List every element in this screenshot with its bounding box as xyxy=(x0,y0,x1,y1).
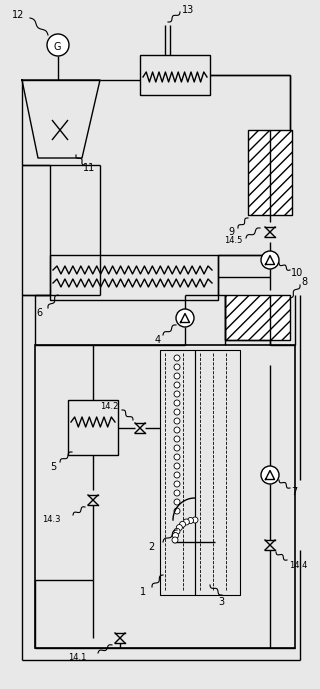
Text: 11: 11 xyxy=(83,163,95,173)
Bar xyxy=(225,295,290,340)
Circle shape xyxy=(174,418,180,424)
Circle shape xyxy=(180,522,186,527)
Text: 14.4: 14.4 xyxy=(289,560,308,570)
Text: 9: 9 xyxy=(228,227,234,237)
Text: G: G xyxy=(54,42,61,52)
Bar xyxy=(160,350,195,595)
Circle shape xyxy=(47,34,69,56)
Circle shape xyxy=(174,436,180,442)
Circle shape xyxy=(172,533,179,539)
Circle shape xyxy=(176,524,182,531)
Bar xyxy=(35,345,295,648)
Text: 12: 12 xyxy=(12,10,24,20)
Text: 14.2: 14.2 xyxy=(100,402,118,411)
Text: 14.3: 14.3 xyxy=(42,515,60,524)
Text: 7: 7 xyxy=(291,487,297,497)
Text: 6: 6 xyxy=(36,308,42,318)
Bar xyxy=(195,350,240,595)
Circle shape xyxy=(174,499,180,505)
Circle shape xyxy=(192,517,198,523)
Circle shape xyxy=(174,427,180,433)
Circle shape xyxy=(183,519,189,525)
Circle shape xyxy=(174,409,180,415)
Circle shape xyxy=(261,251,279,269)
Circle shape xyxy=(261,466,279,484)
Text: 14.1: 14.1 xyxy=(68,652,86,661)
Circle shape xyxy=(174,391,180,397)
Circle shape xyxy=(174,481,180,487)
Circle shape xyxy=(174,400,180,406)
Circle shape xyxy=(174,490,180,496)
Bar xyxy=(50,255,218,300)
Circle shape xyxy=(172,537,178,543)
Text: 5: 5 xyxy=(50,462,56,472)
Circle shape xyxy=(174,454,180,460)
Text: 10: 10 xyxy=(291,268,303,278)
Text: 13: 13 xyxy=(182,5,194,15)
Bar xyxy=(68,400,118,455)
Circle shape xyxy=(174,355,180,361)
Text: 1: 1 xyxy=(140,587,146,597)
Circle shape xyxy=(188,517,194,524)
Circle shape xyxy=(174,472,180,478)
Circle shape xyxy=(174,382,180,388)
Circle shape xyxy=(174,463,180,469)
Circle shape xyxy=(174,373,180,379)
Circle shape xyxy=(174,364,180,370)
Text: 4: 4 xyxy=(155,335,161,345)
Text: 2: 2 xyxy=(148,542,154,552)
Circle shape xyxy=(174,445,180,451)
Circle shape xyxy=(174,508,180,514)
Circle shape xyxy=(176,309,194,327)
Circle shape xyxy=(174,528,180,535)
Text: 3: 3 xyxy=(218,597,224,607)
Bar xyxy=(140,55,210,95)
Bar xyxy=(248,130,292,215)
Text: 8: 8 xyxy=(301,277,307,287)
Text: 14.5: 14.5 xyxy=(224,236,242,245)
